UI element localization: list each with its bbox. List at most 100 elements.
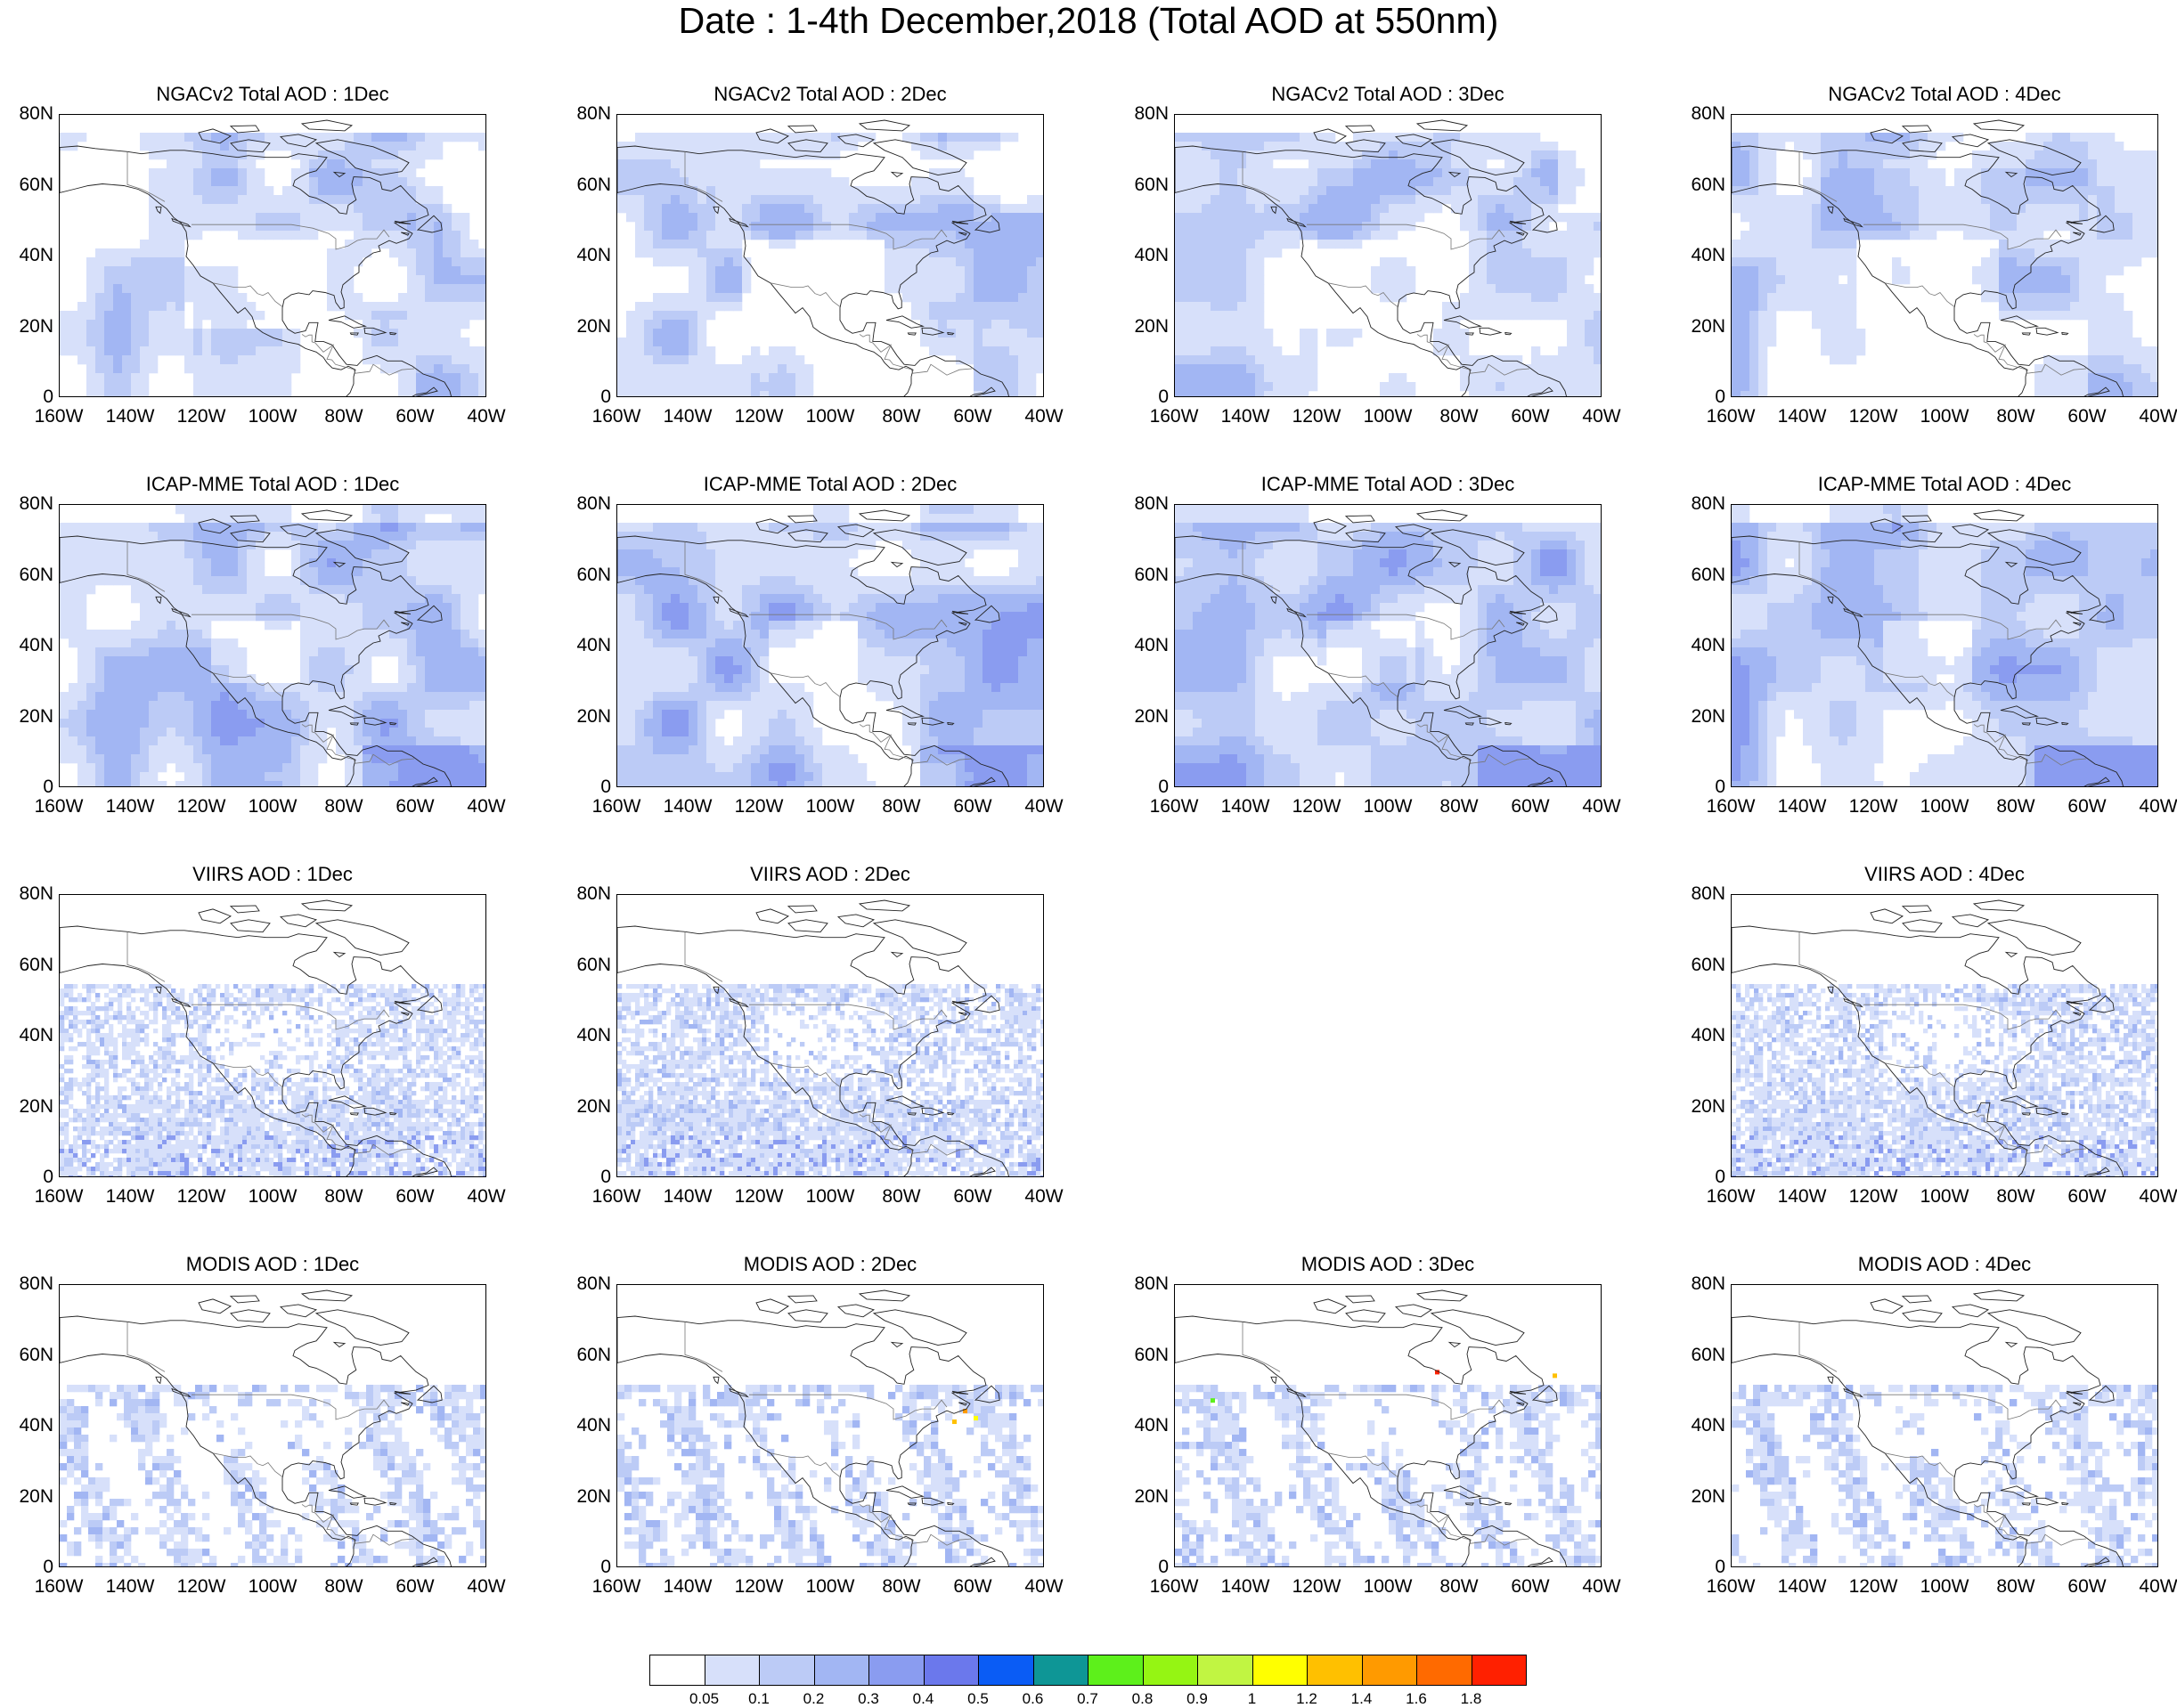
map-canvas (1732, 119, 2157, 396)
lon-tick-label: 160W (28, 1186, 90, 1208)
lon-tick-label: 80W (1428, 1576, 1490, 1598)
lon-tick-label: 100W (1913, 796, 1976, 817)
lon-tick-label: 100W (241, 796, 304, 817)
lon-tick-label: 40W (1570, 406, 1633, 427)
colorbar-label: 0.5 (960, 1690, 996, 1708)
lon-tick-label: 60W (384, 406, 446, 427)
colorbar-label: 0.9 (1179, 1690, 1215, 1708)
lat-tick-label: 80N (14, 1273, 53, 1295)
lon-tick-label: 80W (1428, 796, 1490, 817)
lon-tick-label: 100W (1913, 406, 1976, 427)
lon-tick-label: 140W (656, 796, 719, 817)
lon-tick-label: 140W (656, 1186, 719, 1208)
lon-tick-label: 80W (1428, 406, 1490, 427)
lat-tick-label: 0 (572, 1167, 611, 1188)
lon-tick-label: 100W (1357, 406, 1419, 427)
colorbar-swatch (704, 1655, 760, 1686)
lon-tick-label: 140W (1771, 796, 1833, 817)
lon-tick-label: 140W (1771, 406, 1833, 427)
lat-tick-label: 80N (1686, 883, 1725, 905)
lon-tick-label: 100W (799, 406, 861, 427)
colorbar-label: 0.05 (687, 1690, 722, 1708)
panel-title: NGACv2 Total AOD : 1Dec (59, 83, 486, 106)
lat-tick-label: 20N (1686, 1486, 1725, 1508)
lat-tick-label: 20N (572, 1486, 611, 1508)
colorbar-label: 1.8 (1454, 1690, 1489, 1708)
colorbar-swatch (1307, 1655, 1363, 1686)
lon-tick-label: 100W (1357, 796, 1419, 817)
lon-tick-label: 80W (870, 406, 933, 427)
panel-title: MODIS AOD : 2Dec (616, 1253, 1044, 1276)
lon-tick-label: 40W (2127, 796, 2177, 817)
lat-tick-label: 20N (1686, 1096, 1725, 1118)
aod-map (616, 114, 1044, 397)
panel-title: NGACv2 Total AOD : 3Dec (1174, 83, 1602, 106)
lat-tick-label: 40N (1686, 245, 1725, 266)
lon-tick-label: 60W (384, 796, 446, 817)
lon-tick-label: 120W (170, 1576, 232, 1598)
lat-tick-label: 40N (572, 1025, 611, 1046)
colorbar-swatch (1471, 1655, 1527, 1686)
aod-map (1731, 114, 2158, 397)
lon-tick-label: 160W (585, 1576, 648, 1598)
lon-tick-label: 40W (1013, 1576, 1075, 1598)
lon-tick-label: 160W (1700, 406, 1762, 427)
lon-tick-label: 60W (942, 1186, 1004, 1208)
lon-tick-label: 60W (2056, 1186, 2118, 1208)
lat-tick-label: 0 (572, 1557, 611, 1578)
lon-tick-label: 60W (942, 796, 1004, 817)
aod-map (1174, 1284, 1602, 1567)
lon-tick-label: 40W (455, 1186, 518, 1208)
lon-tick-label: 160W (585, 796, 648, 817)
aod-map (616, 504, 1044, 787)
lon-tick-label: 100W (1357, 1576, 1419, 1598)
lon-tick-label: 80W (313, 1576, 375, 1598)
lon-tick-label: 140W (1214, 1576, 1276, 1598)
lon-tick-label: 100W (1913, 1186, 1976, 1208)
panel-title: ICAP-MME Total AOD : 2Dec (616, 473, 1044, 496)
lat-tick-label: 40N (572, 245, 611, 266)
colorbar-label: 1 (1235, 1690, 1270, 1708)
lat-tick-label: 0 (14, 386, 53, 408)
map-canvas (617, 505, 1043, 786)
panel-title: MODIS AOD : 1Dec (59, 1253, 486, 1276)
panel-title: ICAP-MME Total AOD : 1Dec (59, 473, 486, 496)
lon-tick-label: 140W (99, 1186, 161, 1208)
lat-tick-label: 40N (1686, 1415, 1725, 1436)
lon-tick-label: 80W (1985, 796, 2047, 817)
lat-tick-label: 20N (572, 1096, 611, 1118)
panel-title: MODIS AOD : 4Dec (1731, 1253, 2158, 1276)
panel-title: VIIRS AOD : 4Dec (1731, 863, 2158, 886)
lat-tick-label: 80N (1686, 493, 1725, 515)
lon-tick-label: 60W (942, 1576, 1004, 1598)
lon-tick-label: 60W (942, 406, 1004, 427)
lat-tick-label: 20N (14, 706, 53, 728)
lat-tick-label: 80N (14, 493, 53, 515)
lon-tick-label: 160W (585, 406, 648, 427)
lon-tick-label: 100W (1913, 1576, 1976, 1598)
lon-tick-label: 40W (2127, 1186, 2177, 1208)
lon-tick-label: 120W (1842, 796, 1904, 817)
lon-tick-label: 100W (241, 1186, 304, 1208)
lon-tick-label: 120W (728, 796, 790, 817)
lat-tick-label: 20N (572, 706, 611, 728)
lat-tick-label: 60N (14, 1345, 53, 1366)
lat-tick-label: 0 (1129, 777, 1169, 798)
lon-tick-label: 120W (1842, 406, 1904, 427)
lon-tick-label: 120W (728, 1576, 790, 1598)
lon-tick-label: 80W (1985, 1576, 2047, 1598)
lat-tick-label: 40N (1686, 1025, 1725, 1046)
lon-tick-label: 80W (313, 796, 375, 817)
lat-tick-label: 80N (1129, 103, 1169, 125)
lon-tick-label: 160W (28, 1576, 90, 1598)
colorbar-label: 0.7 (1070, 1690, 1105, 1708)
colorbar-swatch (1361, 1655, 1417, 1686)
colorbar-swatch (978, 1655, 1034, 1686)
lat-tick-label: 0 (1686, 1557, 1725, 1578)
lon-tick-label: 60W (2056, 1576, 2118, 1598)
lat-tick-label: 20N (572, 316, 611, 338)
aod-map (616, 894, 1044, 1177)
lat-tick-label: 40N (1129, 635, 1169, 656)
lon-tick-label: 120W (170, 406, 232, 427)
lat-tick-label: 40N (14, 1025, 53, 1046)
